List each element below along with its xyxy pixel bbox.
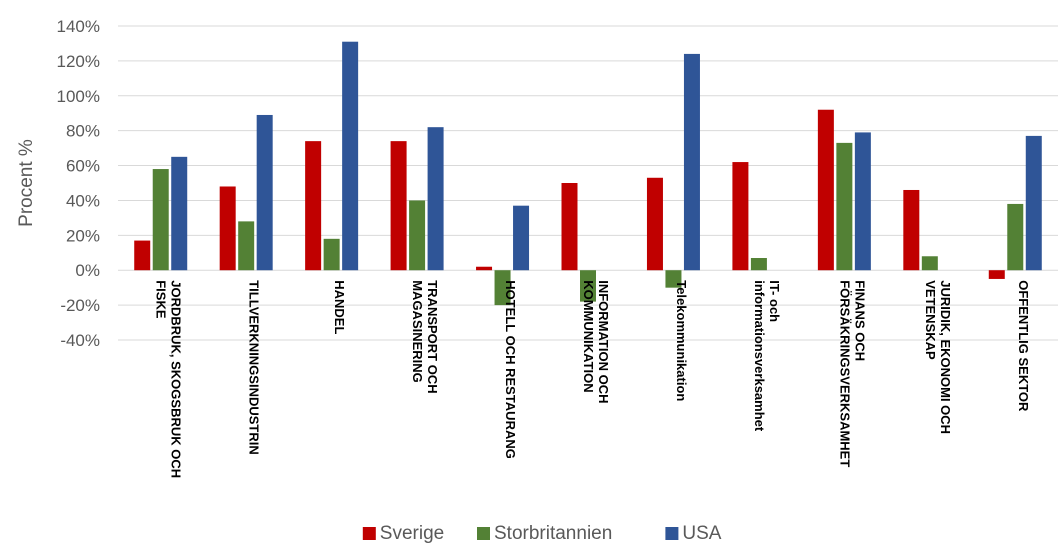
bar-storbritannien-4 [494, 270, 511, 306]
legend-label: Storbritannien [494, 523, 612, 544]
category-label-line: HOTELL OCH RESTAURANG [503, 280, 518, 459]
bar-storbritannien-10 [1007, 203, 1024, 271]
legend-item-sverige: Sverige [362, 523, 444, 544]
bar-sverige-6 [646, 177, 663, 271]
category-label-line: KOMMUNIKATION [581, 280, 596, 392]
bar-sverige-1 [219, 186, 236, 271]
y-tick-label: 140% [57, 17, 100, 36]
bar-usa-3 [427, 127, 444, 271]
category-label-6: Telekommunikation [674, 280, 689, 401]
category-label-2: HANDEL [332, 280, 347, 334]
bar-sverige-7 [732, 162, 749, 271]
y-tick-label: 60% [66, 157, 100, 176]
bar-sverige-0 [134, 240, 151, 271]
bar-usa-4 [513, 205, 530, 271]
category-label-line: MAGASINERING [410, 280, 425, 383]
y-tick-label: -40% [60, 331, 100, 350]
bar-sverige-5 [561, 183, 578, 271]
legend-label: USA [682, 523, 721, 544]
bar-usa-2 [342, 41, 359, 271]
bar-storbritannien-1 [238, 221, 255, 271]
category-label-line: FINANS OCH [852, 280, 867, 361]
category-label-line: Telekommunikation [674, 280, 689, 401]
bar-storbritannien-2 [323, 238, 340, 271]
bar-usa-8 [854, 132, 871, 271]
legend-swatch [665, 527, 679, 540]
category-label-10: OFFENTLIG SEKTOR [1016, 280, 1031, 412]
y-axis-tick-labels: -40% -20% 0% 20% 40% 60% 80% 100% 120% 140% [57, 17, 100, 350]
y-tick-label: 20% [66, 226, 100, 245]
category-label-line: IT- och [767, 280, 782, 322]
bar-sverige-4 [476, 266, 493, 271]
bar-storbritannien-5 [580, 270, 596, 302]
category-label-line: JORDBRUK, SKOGSBRUK OCH [169, 280, 184, 478]
gridlines [118, 25, 1058, 341]
bar-usa-10 [1025, 135, 1042, 271]
category-label-line: informationsverksamhet [752, 280, 767, 432]
category-label-line: VETENSKAP [923, 280, 938, 360]
bar-usa-1 [256, 114, 273, 271]
legend-swatch [362, 527, 376, 540]
legend: Sverige Storbritannien USA [362, 523, 722, 544]
bar-usa-0 [171, 156, 188, 271]
bar-usa-6 [683, 53, 700, 271]
bar-sverige-8 [817, 109, 834, 271]
y-tick-label: 120% [57, 52, 100, 71]
category-label-line: FISKE [154, 280, 169, 319]
category-label-line: TILLVERKNINGSINDUSTRIN [247, 280, 262, 455]
bars [134, 41, 1042, 306]
bar-sverige-9 [903, 189, 920, 271]
y-tick-label: 80% [66, 122, 100, 141]
legend-item-storbritannien: Storbritannien [477, 523, 612, 544]
y-tick-label: -20% [60, 296, 100, 315]
category-label-line: TRANSPORT OCH [425, 280, 440, 393]
bar-sverige-2 [305, 141, 322, 271]
category-label-1: TILLVERKNINGSINDUSTRIN [247, 280, 262, 455]
bar-storbritannien-9 [921, 256, 938, 271]
category-label-4: HOTELL OCH RESTAURANG [503, 280, 518, 459]
bar-storbritannien-6 [665, 270, 682, 288]
category-label-line: INFORMATION OCH [596, 280, 611, 403]
bar-storbritannien-3 [409, 200, 426, 271]
y-tick-label: 40% [66, 191, 100, 210]
category-label-line: HANDEL [332, 280, 347, 334]
bar-storbritannien-8 [836, 142, 853, 271]
bar-sverige-10 [988, 270, 1005, 279]
y-tick-label: 0% [75, 261, 100, 280]
y-tick-label: 100% [57, 87, 100, 106]
legend-label: Sverige [380, 523, 444, 544]
category-label-line: OFFENTLIG SEKTOR [1016, 280, 1031, 412]
legend-item-usa: USA [665, 523, 722, 544]
y-axis-label: Procent % [16, 139, 37, 227]
bar-sverige-3 [390, 141, 407, 271]
bar-storbritannien-7 [750, 258, 767, 271]
category-label-line: FÖRSÄKRINGSVERKSAMHET [837, 280, 852, 467]
bar-storbritannien-0 [152, 169, 169, 271]
legend-swatch [477, 527, 490, 540]
category-label-line: JURIDIK, EKONOMI OCH [938, 280, 953, 434]
